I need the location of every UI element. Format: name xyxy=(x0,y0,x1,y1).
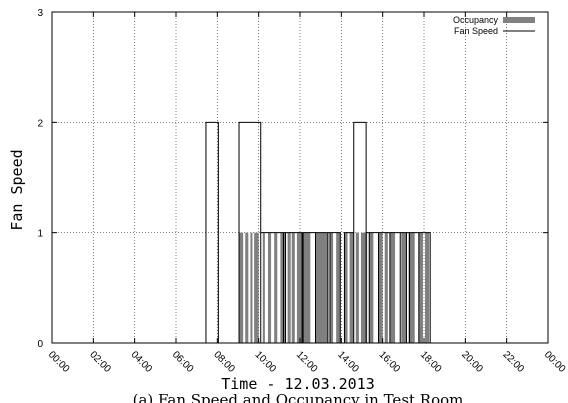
x-tick-label: 22:00 xyxy=(501,349,527,375)
occupancy-bar xyxy=(274,232,278,343)
occupancy-bar xyxy=(329,232,334,343)
occupancy-series xyxy=(239,232,430,343)
occupancy-bar xyxy=(296,232,303,343)
x-tick-label: 08:00 xyxy=(211,349,237,375)
occupancy-bar xyxy=(425,232,430,343)
occupancy-bar xyxy=(389,232,396,343)
occupancy-bar xyxy=(254,232,259,343)
occupancy-bar xyxy=(418,232,423,343)
y-tick-label: 1 xyxy=(37,229,43,240)
occupancy-bar xyxy=(336,232,341,343)
occupancy-bar xyxy=(378,232,383,343)
x-tick-label: 20:00 xyxy=(459,349,485,375)
occupancy-bar xyxy=(239,232,244,343)
x-tick-label: 12:00 xyxy=(294,349,320,375)
occupancy-bar xyxy=(280,232,286,343)
grid-lines xyxy=(52,12,548,343)
legend-occupancy-label: Occupancy xyxy=(453,15,499,25)
legend-fan-speed-label: Fan Speed xyxy=(454,26,498,36)
occupancy-bar xyxy=(303,232,311,343)
y-axis-ticks: 0 1 2 3 xyxy=(37,8,548,350)
occupancy-bar xyxy=(355,232,359,343)
occupancy-bar xyxy=(349,232,354,343)
fan-speed-line xyxy=(205,121,431,343)
y-tick-label: 3 xyxy=(37,8,43,19)
occupancy-bar xyxy=(384,232,388,343)
x-tick-label: 06:00 xyxy=(170,349,196,375)
x-axis-title: Time - 12.03.2013 xyxy=(221,375,375,393)
occupancy-bar xyxy=(369,232,374,343)
chart-caption: (a) Fan Speed and Occupancy in Test Room xyxy=(133,391,464,403)
occupancy-bar xyxy=(267,232,272,343)
x-tick-label: 16:00 xyxy=(377,349,403,375)
y-tick-label: 0 xyxy=(37,339,43,350)
occupancy-bar xyxy=(250,232,253,343)
occupancy-bar xyxy=(401,232,407,343)
occupancy-bar xyxy=(360,232,368,343)
occupancy-bar xyxy=(291,232,295,343)
x-tick-label: 18:00 xyxy=(418,349,444,375)
x-tick-label: 02:00 xyxy=(87,349,113,375)
x-tick-label: 10:00 xyxy=(253,349,279,375)
legend: Occupancy Fan Speed xyxy=(453,15,535,36)
legend-occupancy-swatch xyxy=(503,17,535,23)
x-tick-label: 14:00 xyxy=(335,349,361,375)
fan-speed-series xyxy=(205,121,431,343)
occupancy-bar xyxy=(344,232,348,343)
occupancy-bar xyxy=(287,232,291,343)
x-tick-label: 00:00 xyxy=(542,349,568,375)
x-tick-label: 00:00 xyxy=(46,349,72,375)
y-tick-label: 2 xyxy=(37,118,43,129)
x-tick-label: 04:00 xyxy=(129,349,155,375)
occupancy-bar xyxy=(262,232,265,343)
y-axis-title: Fan Speed xyxy=(8,149,26,230)
occupancy-bar xyxy=(315,232,328,343)
occupancy-bar xyxy=(408,232,415,343)
occupancy-bar xyxy=(245,232,249,343)
